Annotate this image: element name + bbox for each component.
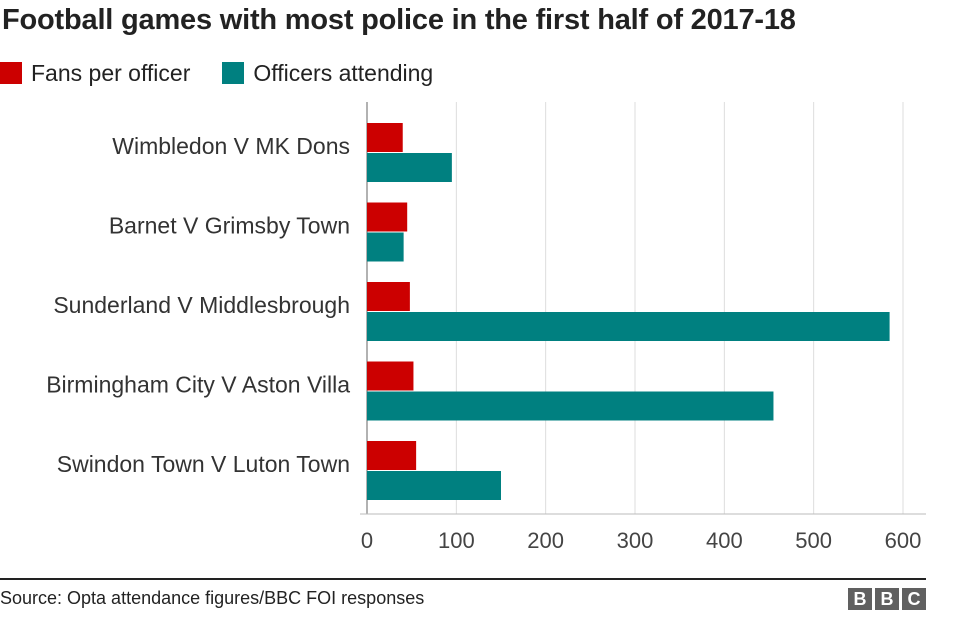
legend-item-officers-attending: Officers attending: [222, 60, 433, 87]
bar-fans-per-officer: [367, 441, 417, 470]
x-tick-label: 100: [438, 528, 475, 553]
legend-swatch-fans-per-officer: [0, 62, 22, 84]
x-tick-label: 500: [795, 528, 832, 553]
category-label: Barnet V Grimsby Town: [109, 213, 350, 239]
bbc-logo: B B C: [848, 588, 926, 610]
legend-item-fans-per-officer: Fans per officer: [0, 60, 190, 87]
legend-label-officers-attending: Officers attending: [253, 59, 434, 86]
category-label: Birmingham City V Aston Villa: [46, 372, 350, 398]
legend-swatch-officers-attending: [222, 62, 245, 84]
bar-officers-attending: [367, 232, 404, 262]
bbc-logo-letter: C: [902, 588, 926, 610]
footer-divider: [0, 578, 926, 580]
x-tick-label: 600: [885, 528, 922, 553]
bar-fans-per-officer: [367, 282, 410, 311]
legend: Fans per officer Officers attending: [0, 58, 465, 88]
category-label: Swindon Town V Luton Town: [57, 451, 350, 477]
x-tick-label: 200: [527, 528, 564, 553]
bbc-logo-letter: B: [848, 588, 872, 610]
bar-officers-attending: [367, 153, 452, 182]
category-label: Wimbledon V MK Dons: [112, 133, 350, 159]
bar-officers-attending: [367, 312, 890, 341]
bar-officers-attending: [367, 391, 774, 421]
bar-fans-per-officer: [367, 361, 414, 391]
bar-chart: 0 100 200 300 400 500 600 Wimbledon V MK Dons Ba…: [46, 102, 926, 553]
bbc-logo-letter: B: [875, 588, 899, 610]
bar-fans-per-officer: [367, 202, 408, 232]
bar-fans-per-officer: [367, 123, 403, 152]
x-tick-label: 400: [706, 528, 743, 553]
category-label: Sunderland V Middlesbrough: [53, 292, 350, 318]
bar-officers-attending: [367, 471, 501, 500]
x-tick-label: 0: [361, 528, 373, 553]
x-tick-label: 300: [617, 528, 654, 553]
chart-title: Football games with most police in the f…: [2, 4, 796, 36]
source-note: Source: Opta attendance figures/BBC FOI …: [0, 588, 425, 608]
legend-label-fans-per-officer: Fans per officer: [31, 59, 191, 86]
